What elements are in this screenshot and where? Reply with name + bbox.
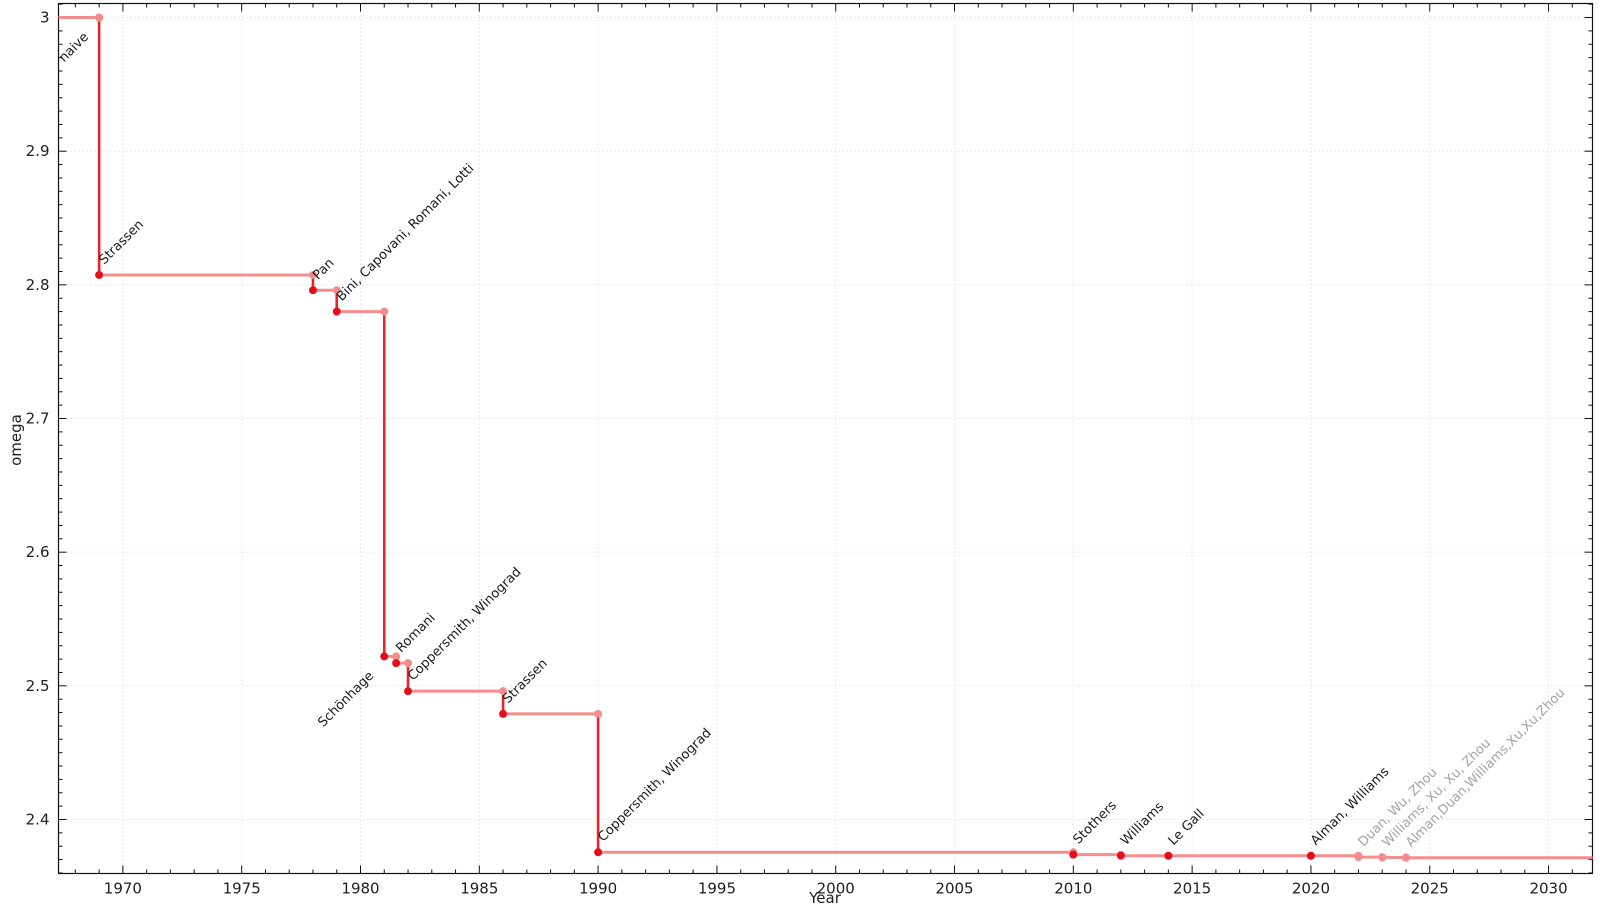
x-tick-label: 2000 [817, 880, 855, 898]
step-corner-marker [392, 652, 401, 661]
data-point-marker [95, 270, 104, 279]
annotation-label: Williams [1118, 799, 1167, 848]
data-point-marker [499, 709, 508, 718]
x-tick-label: 1980 [341, 880, 379, 898]
data-point-marker [95, 13, 104, 22]
annotation-label: Le Gall [1166, 807, 1208, 849]
step-corner-marker [594, 709, 603, 718]
data-point-marker [1306, 851, 1315, 860]
data-point-marker [392, 659, 401, 668]
data-point-marker [1164, 851, 1173, 860]
annotation-label: Coppersmith, Winograd [595, 726, 714, 845]
step-corner-marker [499, 687, 508, 696]
annotation-label: Stothers [1071, 798, 1120, 847]
x-tick-label: 1995 [698, 880, 736, 898]
x-tick-label: 2030 [1529, 880, 1567, 898]
step-corner-marker [404, 659, 413, 668]
x-tick-label: 2020 [1292, 880, 1330, 898]
annotation-label: Strassen [96, 217, 147, 268]
annotation-label: Bini, Capovani, Romani, Lotti [334, 161, 477, 304]
annotation-label: Schönhage [315, 669, 377, 731]
data-point-marker [380, 652, 389, 661]
y-tick-label: 2.5 [26, 677, 50, 695]
x-tick-label: 2005 [935, 880, 973, 898]
annotation-label: naive [56, 30, 92, 66]
x-tick-label: 1975 [223, 880, 261, 898]
plot-frame [57, 2, 1594, 875]
data-point-marker [1354, 853, 1363, 862]
x-tick-label: 2015 [1173, 880, 1211, 898]
x-tick-label: 1970 [104, 880, 142, 898]
data-point-marker [1401, 853, 1410, 862]
x-tick-label: 1985 [460, 880, 498, 898]
step-corner-marker [332, 286, 341, 295]
y-tick-label: 2.8 [26, 276, 50, 294]
y-tick-label: 2.6 [26, 543, 50, 561]
x-axis-label: Year [809, 889, 841, 907]
data-point-marker [404, 687, 413, 696]
data-point-marker [1378, 853, 1387, 862]
step-corner-marker [308, 270, 317, 279]
data-point-marker [308, 286, 317, 295]
annotation-label: Pan [310, 256, 337, 283]
data-point-marker [1116, 851, 1125, 860]
data-point-marker [594, 848, 603, 857]
y-tick-label: 2.9 [26, 142, 50, 160]
annotation-label: Strassen [500, 656, 551, 707]
y-tick-label: 2.4 [26, 811, 50, 829]
step-corner-marker [380, 307, 389, 316]
y-axis-label: omega [7, 414, 25, 466]
x-tick-label: 2025 [1411, 880, 1449, 898]
y-tick-label: 2.7 [26, 410, 50, 428]
data-point-marker [332, 307, 341, 316]
x-tick-label: 2010 [1054, 880, 1092, 898]
annotation-label: Williams, Xu, Xu, Zhou [1379, 736, 1493, 850]
x-tick-label: 1990 [579, 880, 617, 898]
data-point-marker [1069, 850, 1078, 859]
y-tick-label: 3 [40, 9, 50, 27]
